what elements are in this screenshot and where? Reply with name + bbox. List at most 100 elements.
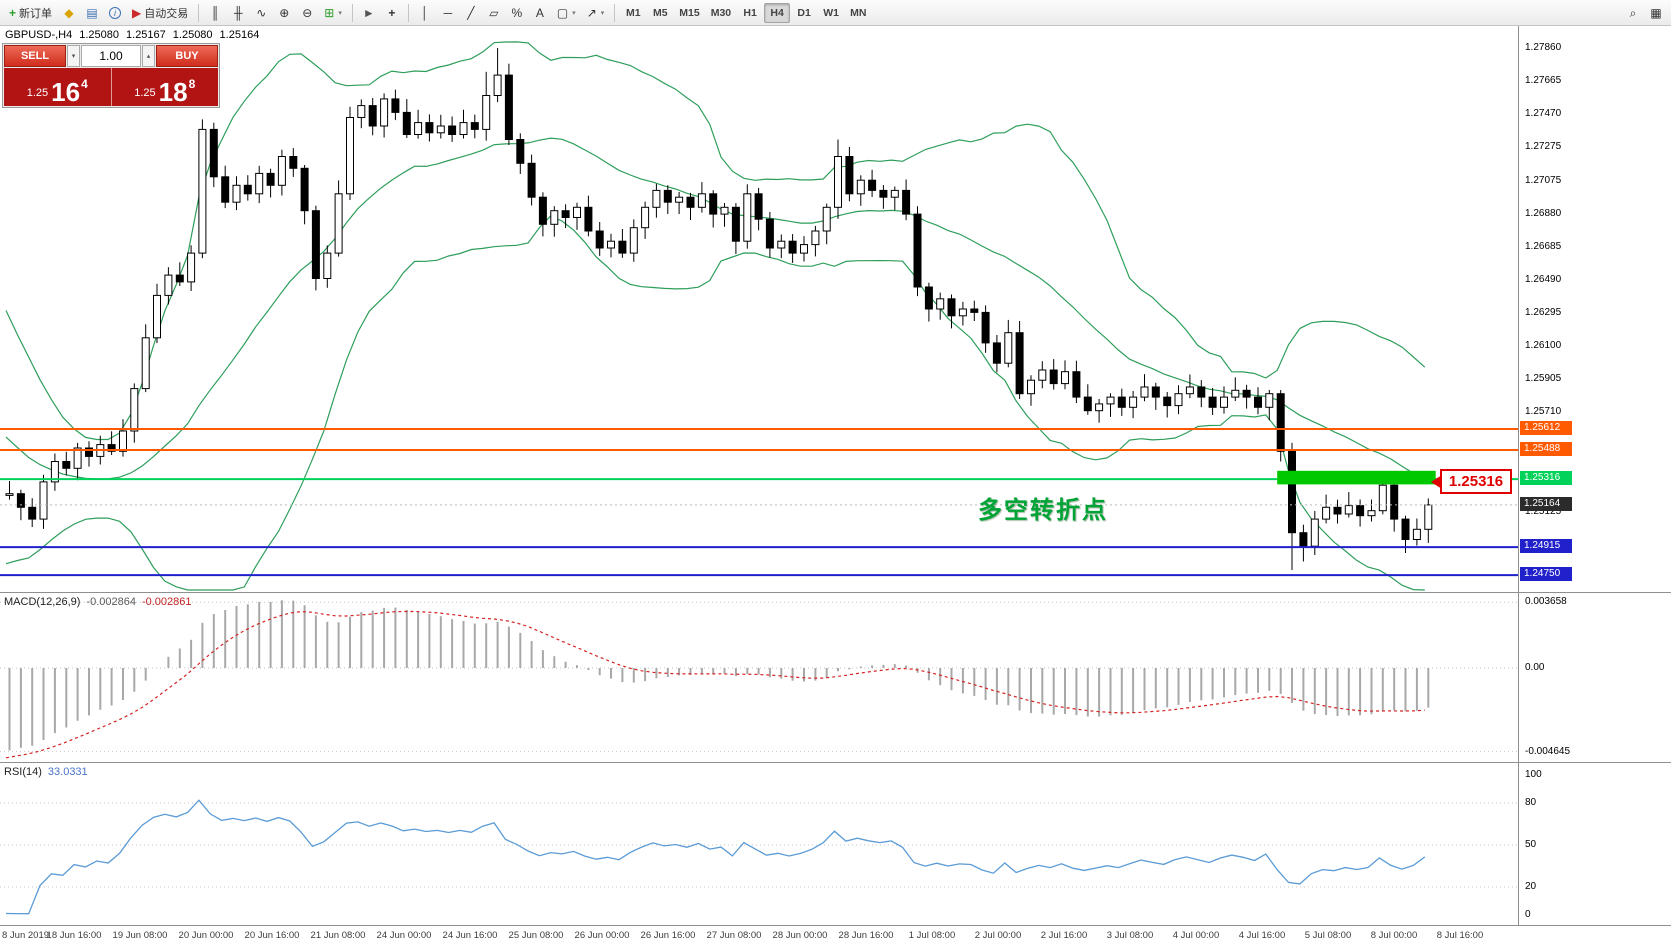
fibonacci-tool-button[interactable]: % <box>506 3 528 23</box>
horizontal-line-icon: ─ <box>443 5 453 20</box>
price-tick: 1.27860 <box>1525 42 1562 53</box>
time-axis-label: 8 Jun 2019 <box>2 930 50 941</box>
vertical-line-tool-button[interactable]: │ <box>414 3 436 23</box>
rsi-canvas[interactable] <box>0 763 1518 925</box>
time-axis-label: 20 Jun 16:00 <box>244 930 300 941</box>
price-level-label: 1.24915 <box>1520 539 1572 554</box>
macd-name: MACD(12,26,9) <box>4 596 81 608</box>
rsi-axis[interactable]: 100 80 50 20 0 <box>1518 763 1671 925</box>
time-axis-label: 26 Jun 16:00 <box>640 930 696 941</box>
macd-label: MACD(12,26,9) -0.002864 -0.002861 <box>4 596 192 608</box>
price-tick: 1.25710 <box>1525 406 1562 418</box>
crosshair-icon: + <box>388 5 396 20</box>
main-chart-area[interactable]: GBPUSD-,H4 1.25080 1.25167 1.25080 1.251… <box>0 26 1518 592</box>
ohlc-high: 1.25167 <box>126 29 166 41</box>
volume-input[interactable] <box>81 45 141 67</box>
new-order-button[interactable]: + 新订单 <box>4 3 57 23</box>
timeframe-w1-button[interactable]: W1 <box>818 3 844 23</box>
macd-axis[interactable]: 0.003658 0.00 -0.004645 <box>1518 593 1671 762</box>
macd-canvas[interactable] <box>0 593 1518 762</box>
timeframe-mn-button[interactable]: MN <box>845 3 871 23</box>
shapes-tool-button[interactable]: ▢ ▾ <box>552 3 581 23</box>
sell-price-whole: 1.25 <box>26 87 49 99</box>
time-axis-label: 8 Jul 16:00 <box>1436 930 1484 941</box>
horizontal-line-tool-button[interactable]: ─ <box>437 3 459 23</box>
sell-button[interactable]: SELL <box>4 45 66 67</box>
arrows-icon: ↗ <box>586 5 597 20</box>
time-axis-label: 18 Jun 16:00 <box>46 930 102 941</box>
search-icon: ⌕ <box>1629 5 1637 20</box>
price-tick: 1.27075 <box>1525 175 1562 187</box>
time-axis-label: 27 Jun 08:00 <box>706 930 762 941</box>
price-tick: 1.27665 <box>1525 75 1562 87</box>
buy-price-whole: 1.25 <box>134 87 156 99</box>
volume-up-button[interactable]: ▴ <box>142 45 155 67</box>
timeframe-m5-button[interactable]: M5 <box>647 3 673 23</box>
time-axis-label: 1 Jul 08:00 <box>908 930 956 941</box>
autotrading-button[interactable]: ▶ 自动交易 <box>127 3 193 23</box>
time-axis-label: 2 Jul 00:00 <box>974 930 1022 941</box>
trendline-tool-button[interactable]: ╱ <box>460 3 482 23</box>
timeframe-m30-button[interactable]: M30 <box>706 3 736 23</box>
price-tick: 1.27275 <box>1525 141 1562 153</box>
buy-price[interactable]: 1.25 18 8 <box>112 68 219 106</box>
macd-chart-area[interactable]: MACD(12,26,9) -0.002864 -0.002861 <box>0 593 1518 762</box>
bar-chart-button[interactable]: ║ <box>204 3 226 23</box>
time-axis-label: 21 Jun 08:00 <box>310 930 366 941</box>
price-axis[interactable]: 1.27860 1.27665 1.27470 1.27275 1.27075 1.268… <box>1518 26 1671 592</box>
timeframe-m1-button[interactable]: M1 <box>620 3 646 23</box>
macd-main-value: -0.002864 <box>86 596 136 608</box>
chart-window-button[interactable]: ▤ <box>81 3 103 23</box>
sell-price[interactable]: 1.25 16 4 <box>4 68 111 106</box>
main-chart-canvas[interactable] <box>0 26 1518 592</box>
line-chart-button[interactable]: ∿ <box>250 3 272 23</box>
zoom-in-button[interactable]: ⊕ <box>273 3 295 23</box>
macd-axis-tick: 0.003658 <box>1525 596 1567 608</box>
text-tool-button[interactable]: A <box>529 3 551 23</box>
time-axis-label: 24 Jun 16:00 <box>442 930 498 941</box>
text-tool-icon: A <box>535 5 544 20</box>
cursor-icon: ► <box>362 5 375 20</box>
channel-tool-button[interactable]: ▱ <box>483 3 505 23</box>
ohlc-low: 1.25080 <box>172 29 213 41</box>
timeframe-m15-button[interactable]: M15 <box>674 3 704 23</box>
channel-icon: ▱ <box>489 5 499 20</box>
info-button[interactable]: i <box>104 3 126 23</box>
fibonacci-icon: % <box>511 5 523 20</box>
price-level-label: 1.25316 <box>1520 471 1572 486</box>
price-tick: 1.26490 <box>1525 274 1562 286</box>
timeframe-h4-button[interactable]: H4 <box>764 2 791 23</box>
time-axis[interactable]: 8 Jun 2019 18 Jun 16:00 19 Jun 08:00 20 Jun… <box>0 925 1671 946</box>
price-level-label: 1.25488 <box>1520 442 1572 456</box>
price-callout-label[interactable]: 1.25316 <box>1431 469 1512 494</box>
crosshair-tool-button[interactable]: + <box>381 3 403 23</box>
ohlc-close: 1.25164 <box>219 29 260 41</box>
rsi-chart-area[interactable]: RSI(14) 33.0331 <box>0 763 1518 925</box>
search-button[interactable]: ⌕ <box>1622 3 1644 23</box>
buy-button[interactable]: BUY <box>156 45 218 67</box>
candlestick-chart-button[interactable]: ╫ <box>227 3 249 23</box>
sell-price-point: 4 <box>81 77 88 91</box>
timeframe-d1-button[interactable]: D1 <box>791 3 817 23</box>
tile-windows-button[interactable]: ⊞ ▾ <box>319 3 347 23</box>
arrows-tool-button[interactable]: ↗ ▾ <box>582 3 610 23</box>
toolbar-separator <box>407 3 409 22</box>
autotrading-icon: ▶ <box>132 5 142 20</box>
volume-down-button[interactable]: ▾ <box>67 45 80 67</box>
zoom-out-button[interactable]: ⊖ <box>296 3 318 23</box>
chevron-down-icon: ▾ <box>338 9 342 17</box>
price-tick: 1.25905 <box>1525 373 1562 385</box>
line-chart-icon: ∿ <box>256 5 267 20</box>
chevron-down-icon: ▾ <box>600 9 605 17</box>
market-watch-button[interactable]: ◆ <box>58 3 80 23</box>
chart-header: GBPUSD-,H4 1.25080 1.25167 1.25080 1.251… <box>5 29 259 41</box>
vertical-line-icon: │ <box>421 5 429 20</box>
rsi-name: RSI(14) <box>4 766 42 778</box>
price-tick: 1.26880 <box>1525 208 1562 220</box>
macd-axis-tick: 0.00 <box>1525 662 1545 673</box>
layout-button[interactable]: ▦ <box>1645 3 1667 23</box>
price-level-label: 1.25612 <box>1520 421 1572 435</box>
cursor-tool-button[interactable]: ► <box>358 3 380 23</box>
new-order-label: 新订单 <box>19 7 53 20</box>
timeframe-h1-button[interactable]: H1 <box>737 3 763 23</box>
